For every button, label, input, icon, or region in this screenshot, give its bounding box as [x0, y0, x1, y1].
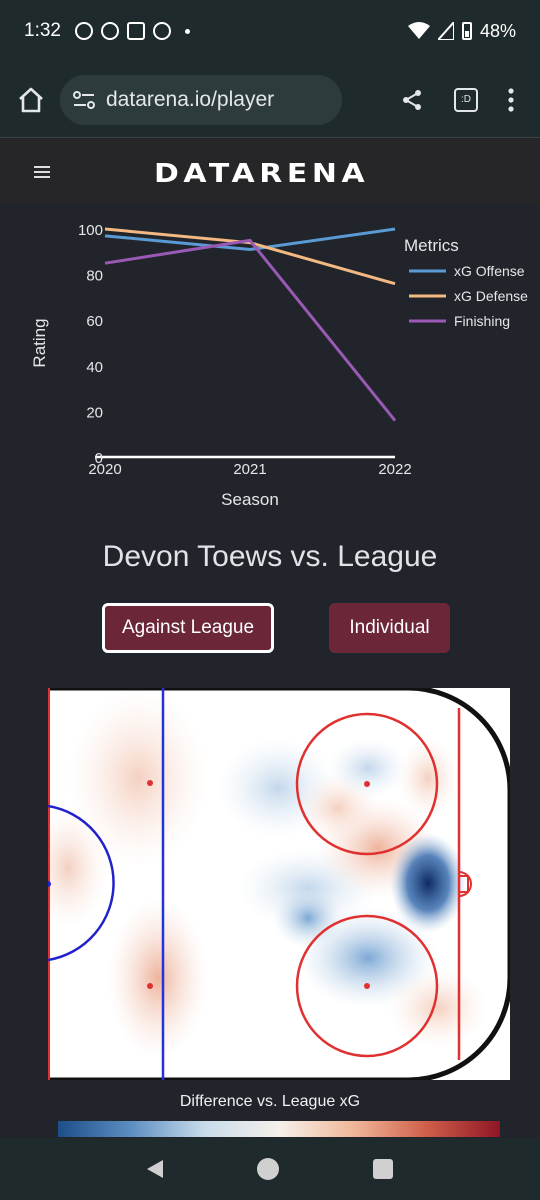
- browser-actions: :D: [400, 87, 524, 112]
- notification-icons: [74, 22, 190, 40]
- series-line-finishing: [104, 238, 397, 422]
- home-icon[interactable]: [16, 86, 46, 114]
- more-menu-icon[interactable]: [508, 87, 514, 112]
- y-tick-label: 100: [78, 222, 103, 239]
- site-header: DATARENA: [0, 139, 540, 205]
- back-icon[interactable]: [147, 1160, 163, 1178]
- x-tick-label: 2022: [378, 461, 411, 478]
- home-nav-icon[interactable]: [257, 1158, 279, 1180]
- y-tick-label: 20: [86, 404, 103, 421]
- legend-label: xG Offense: [454, 263, 525, 279]
- menu-icon[interactable]: [34, 166, 50, 178]
- series-line-xg-offense: [104, 227, 396, 252]
- browser-toolbar: datarena.io/player :D: [0, 62, 540, 138]
- messages-icon: [74, 22, 93, 40]
- legend-label: Finishing: [454, 313, 510, 329]
- x-axis-label: Season: [221, 490, 279, 509]
- wifi-icon: [407, 22, 430, 39]
- whatsapp-icon: [100, 22, 119, 40]
- url-text: datarena.io/player: [106, 87, 275, 111]
- recents-icon[interactable]: [373, 1159, 393, 1179]
- more-notifications-icon: [184, 28, 190, 34]
- status-bar: 1:32 48%: [0, 0, 540, 62]
- individual-button[interactable]: Individual: [329, 603, 450, 653]
- x-tick-label: 2021: [233, 461, 266, 478]
- rink-lines: [48, 688, 510, 1080]
- y-tick-label: 0: [95, 450, 103, 467]
- system-icons: 48%: [407, 20, 516, 42]
- messenger-icon: [152, 22, 171, 40]
- battery-percent: 48%: [479, 20, 516, 41]
- colorbar: [58, 1121, 500, 1137]
- heatmap-blobs: [48, 688, 488, 1058]
- y-tick-label: 80: [86, 268, 103, 285]
- y-tick-label: 60: [86, 313, 103, 330]
- y-tick-label: 40: [86, 359, 103, 376]
- android-nav-bar: [0, 1138, 540, 1200]
- share-icon[interactable]: [400, 88, 424, 112]
- site-settings-icon[interactable]: [72, 90, 96, 110]
- player-title: Devon Toews vs. League: [102, 540, 438, 573]
- metrics-line-chart: 0 20 40 60 80 100 2020 2021 2022 Season Rating Metr…: [30, 222, 528, 509]
- tab-switcher-button[interactable]: :D: [454, 87, 478, 112]
- site-logo[interactable]: DATARENA: [154, 159, 370, 189]
- address-bar[interactable]: datarena.io/player: [60, 74, 342, 125]
- status-time: 1:32: [24, 20, 61, 41]
- rink-heatmap: [48, 688, 510, 1080]
- signal-icon: [437, 22, 454, 40]
- teams-icon: [126, 22, 145, 40]
- rink-svg: [48, 688, 510, 1080]
- tab-badge: :D: [461, 94, 471, 105]
- colorbar-title: Difference vs. League xG: [179, 1093, 361, 1110]
- legend-label: xG Defense: [454, 288, 528, 304]
- legend-title: Metrics: [404, 236, 459, 255]
- battery-icon: [461, 22, 472, 40]
- x-tick-label: 2020: [88, 461, 121, 478]
- against-league-button[interactable]: Against League: [102, 603, 274, 653]
- y-axis-label: Rating: [30, 318, 49, 367]
